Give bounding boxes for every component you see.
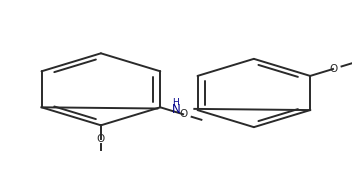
Text: O: O bbox=[329, 64, 337, 74]
Text: O: O bbox=[179, 109, 187, 119]
Text: H: H bbox=[173, 98, 179, 107]
Text: N: N bbox=[172, 103, 180, 116]
Text: O: O bbox=[97, 134, 105, 144]
